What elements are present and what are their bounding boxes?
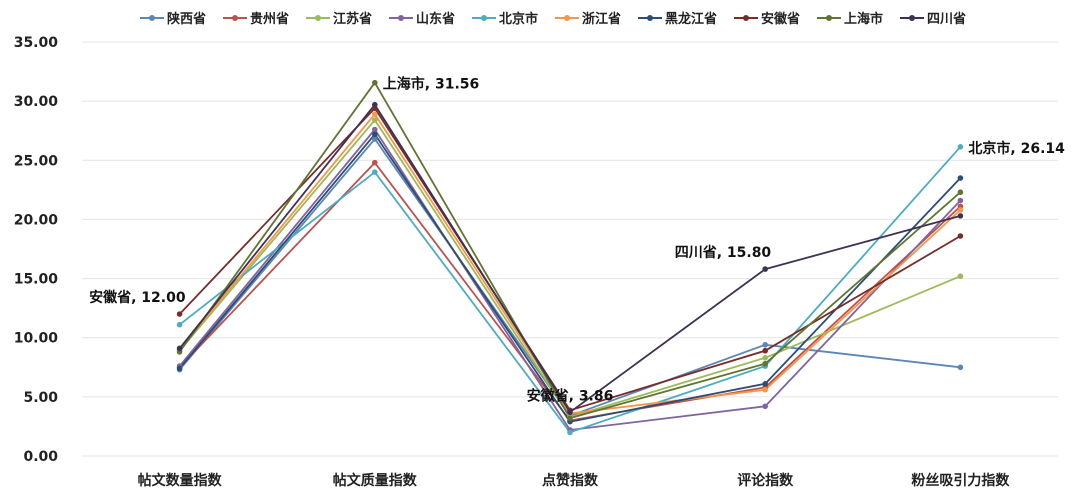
data-point (957, 175, 964, 181)
legend-label: 四川省 (927, 11, 966, 27)
legend-swatch-marker (315, 15, 321, 21)
legend-item: 山东省 (389, 11, 455, 27)
data-point (762, 381, 768, 387)
series-line-6 (178, 113, 962, 415)
legend-swatch-marker (909, 15, 915, 21)
data-point (957, 144, 964, 150)
data-point (762, 347, 768, 354)
data-label: 安徽省, 12.00 (89, 289, 186, 306)
data-point (762, 342, 768, 348)
data-label: 四川省, 15.80 (675, 244, 772, 261)
legend-swatch-marker (826, 15, 832, 21)
data-point (957, 189, 964, 196)
y-axis: 0.00 5.00 10.00 15.00 20.00 25.00 30.00 35.00 (14, 35, 59, 465)
legend-label: 贵州省 (250, 11, 289, 27)
data-point (372, 126, 378, 133)
series-line-10 (178, 103, 961, 414)
legend-swatch-marker (149, 15, 155, 21)
legend-item: 贵州省 (223, 11, 289, 27)
data-point (957, 233, 964, 239)
legend-swatch-marker (647, 15, 653, 21)
legend-label: 浙江省 (582, 11, 621, 27)
legend-label: 黑龙江省 (665, 11, 717, 27)
series-line-8 (178, 107, 961, 412)
data-point (567, 415, 573, 421)
x-category-label: 点赞指数 (542, 472, 599, 489)
legend-item: 安徽省 (734, 11, 800, 27)
x-category-label: 粉丝吸引力指数 (911, 472, 1010, 489)
y-tick-label: 25.00 (14, 153, 59, 169)
x-category-label: 帖文数量指数 (138, 472, 223, 489)
grid-lines (82, 41, 1058, 457)
data-point (176, 345, 183, 352)
y-tick-label: 0.00 (23, 449, 58, 465)
data-point (176, 365, 183, 372)
x-axis: 帖文数量指数 帖文质量指数 点赞指数 评论指数 粉丝吸引力指数 (138, 472, 1011, 489)
data-point (762, 386, 768, 393)
legend-label: 江苏省 (333, 11, 372, 27)
legend-swatch-marker (398, 15, 404, 21)
series-line-4 (178, 128, 962, 431)
data-annotations: 安徽省, 12.00 上海市, 31.56 安徽省, 3.86 四川省, 15.80 北… (89, 76, 1065, 405)
data-label: 北京市, 26.14 (968, 140, 1065, 157)
data-point (957, 197, 964, 204)
data-point (762, 266, 768, 272)
data-point (762, 403, 768, 410)
data-point (762, 360, 768, 367)
legend-swatch-marker (743, 15, 749, 21)
y-tick-label: 30.00 (14, 94, 59, 110)
data-point (567, 409, 573, 416)
legend-item: 江苏省 (306, 11, 372, 27)
data-point (762, 355, 768, 361)
data-point (567, 429, 573, 436)
legend-item: 四川省 (900, 11, 966, 27)
series-points (176, 79, 964, 436)
legend-label: 上海市 (844, 11, 883, 27)
legend-item: 北京市 (472, 11, 538, 27)
legend-label: 北京市 (499, 11, 538, 27)
y-tick-label: 10.00 (14, 331, 59, 347)
series-line-9 (178, 81, 961, 420)
data-label: 上海市, 31.56 (383, 76, 479, 93)
y-tick-label: 20.00 (14, 212, 59, 228)
data-point (372, 111, 378, 117)
legend-item: 上海市 (817, 11, 883, 27)
data-point (372, 136, 378, 142)
data-point (372, 169, 378, 175)
data-label: 安徽省, 3.86 (527, 387, 614, 404)
data-point (957, 207, 964, 213)
x-category-label: 评论指数 (737, 472, 794, 489)
legend-label: 安徽省 (761, 11, 800, 27)
legend-item: 浙江省 (555, 11, 621, 27)
legend-label: 陕西省 (167, 11, 206, 27)
y-tick-label: 35.00 (14, 35, 59, 51)
chart-legend: 陕西省 贵州省 江苏省 山东省 北京市 浙江省 黑龙江省 安徽省 上海市 四川省 (140, 11, 966, 27)
data-point (372, 101, 378, 108)
data-point (176, 311, 183, 317)
y-tick-label: 15.00 (14, 272, 59, 288)
data-point (176, 321, 183, 328)
legend-swatch-marker (564, 15, 570, 21)
data-point (957, 364, 964, 371)
legend-item: 陕西省 (140, 11, 206, 27)
data-point (957, 273, 964, 280)
legend-swatch-marker (481, 15, 487, 21)
legend-swatch-marker (232, 15, 238, 21)
data-point (372, 131, 378, 138)
data-point (372, 79, 378, 86)
data-point (372, 117, 378, 123)
data-point (957, 213, 964, 219)
data-point (372, 159, 378, 166)
series-lines (178, 81, 962, 434)
x-category-label: 帖文质量指数 (333, 472, 418, 489)
legend-label: 山东省 (416, 11, 455, 27)
legend-item: 黑龙江省 (638, 11, 717, 27)
series-line-3 (178, 119, 961, 418)
y-tick-label: 5.00 (23, 390, 58, 406)
